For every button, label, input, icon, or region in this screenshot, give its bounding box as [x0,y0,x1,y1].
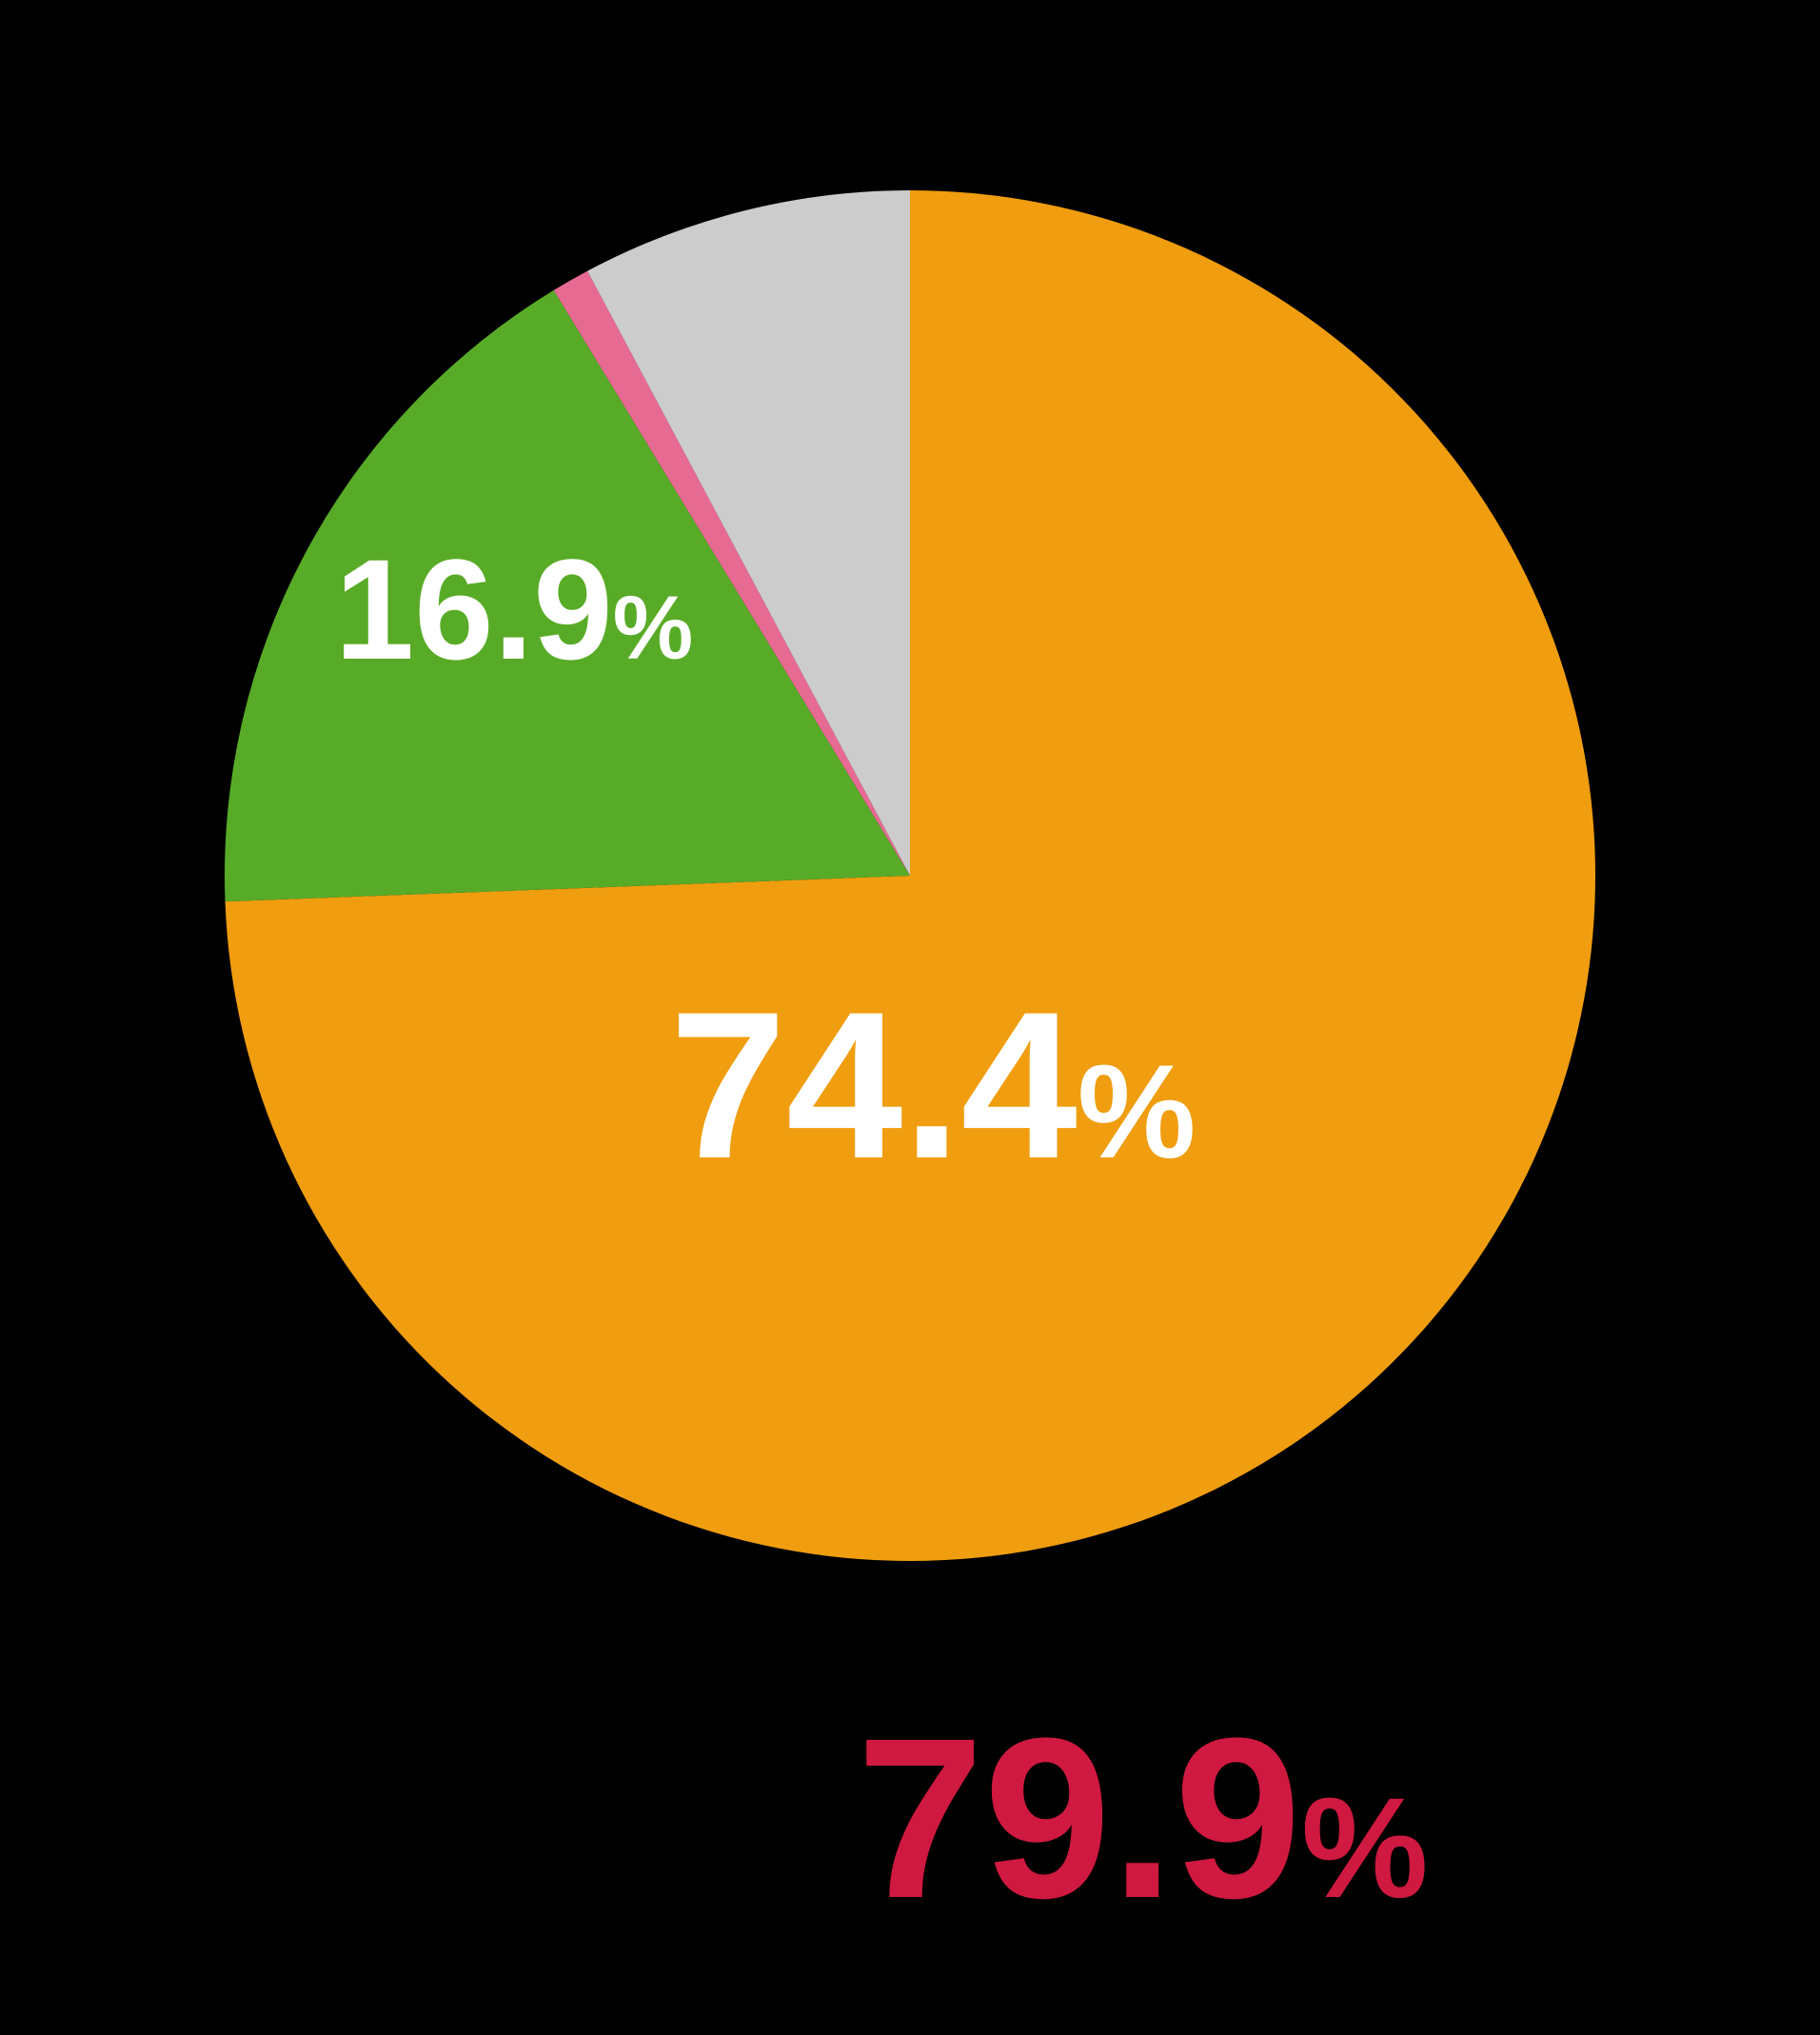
footer-stat-value: 79.9 [857,1690,1301,1946]
pie-label-green: 16.9% [335,538,693,681]
footer-stat: 79.9% [857,1704,1428,1932]
pie-label-green-suffix: % [613,578,693,679]
pie-label-orange: 74.4% [670,980,1197,1190]
pie-label-orange-value: 74.4 [670,968,1078,1202]
pie-label-orange-suffix: % [1078,1037,1196,1186]
footer-stat-suffix: % [1301,1768,1428,1927]
chart-stage: 74.4%16.9%79.9% [0,0,1820,2035]
pie-label-green-value: 16.9 [335,529,613,689]
